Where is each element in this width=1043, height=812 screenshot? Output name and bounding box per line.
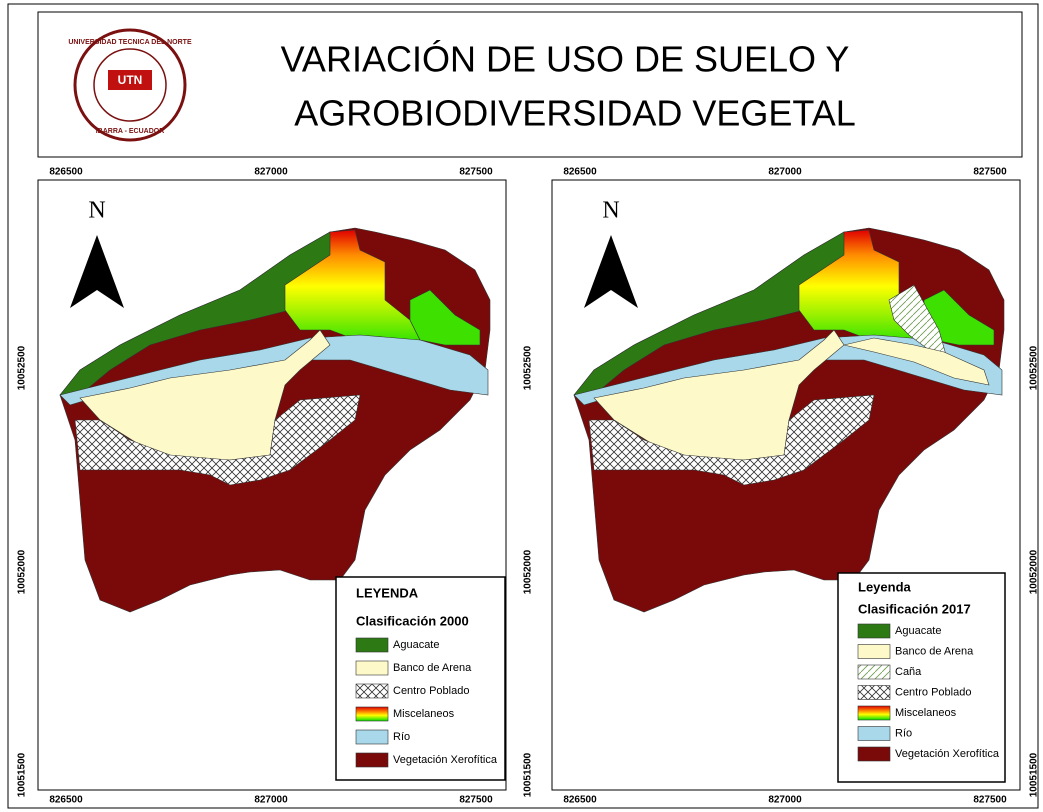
legend-label: Centro Poblado <box>393 685 469 697</box>
x-coord-label: 826500 <box>563 167 597 178</box>
y-coord-label: 10052500 <box>17 345 28 390</box>
x-coord-label: 827500 <box>973 167 1007 178</box>
legend-swatch <box>355 729 389 745</box>
legend-label: Vegetación Xerofítica <box>895 748 1000 760</box>
y-coord-label: 10051500 <box>523 752 534 797</box>
legend-label: Miscelaneos <box>393 708 455 720</box>
legend-swatch <box>355 683 389 699</box>
legend-label: Aguacate <box>393 639 439 651</box>
legend-label: Río <box>393 731 410 743</box>
y-coord-label: 10052500 <box>523 345 534 390</box>
legend-swatch <box>857 664 891 680</box>
legend-box <box>335 576 506 781</box>
x-coord-label: 827000 <box>254 167 288 178</box>
north-arrow <box>70 235 124 308</box>
legend-swatch <box>355 660 389 676</box>
legend-label: Aguacate <box>895 625 941 637</box>
logo-shield <box>108 70 152 90</box>
y-coord-label: 10052000 <box>523 549 534 594</box>
header: UTN UNIVERSIDAD TECNICA DEL NORTE IBARRA… <box>37 11 1023 158</box>
x-coord-label: 826500 <box>49 167 83 178</box>
map-panel: N 826500 826500 827000 827000 827500 827500 100… <box>551 167 1040 806</box>
y-coord-label: 10051500 <box>17 752 28 797</box>
y-coord-label: 10052000 <box>1029 549 1040 594</box>
legend-label: Miscelaneos <box>895 707 957 719</box>
y-coord-label: 10052000 <box>17 549 28 594</box>
x-coord-label: 827000 <box>254 795 288 806</box>
legend-swatch <box>355 752 389 768</box>
map-panel: N 826500 826500 827000 827000 827500 827500 100… <box>17 167 534 806</box>
legend-swatch <box>355 637 389 653</box>
x-coord-label: 826500 <box>563 795 597 806</box>
x-coord-label: 827500 <box>459 795 493 806</box>
legend-label: Banco de Arena <box>895 645 974 657</box>
north-label: N <box>88 198 105 224</box>
x-coord-label: 827000 <box>768 167 802 178</box>
y-coord-label: 10052500 <box>1029 345 1040 390</box>
legend-title: LEYENDA <box>356 585 419 600</box>
legend-swatch <box>857 685 891 700</box>
legend-label: Banco de Arena <box>393 662 472 674</box>
x-coord-label: 827500 <box>459 167 493 178</box>
legend-label: Caña <box>895 666 922 678</box>
legend-subtitle: Clasificación 2017 <box>858 601 971 616</box>
title-line: VARIACIÓN DE USO DE SUELO Y <box>281 39 850 80</box>
legend-swatch <box>857 623 891 639</box>
legend-label: Río <box>895 727 912 739</box>
legend-label: Centro Poblado <box>895 686 971 698</box>
x-coord-label: 827000 <box>768 795 802 806</box>
page-border <box>7 3 1039 809</box>
y-coord-label: 10051500 <box>1029 752 1040 797</box>
north-label: N <box>602 198 619 224</box>
legend-title: Leyenda <box>858 579 912 594</box>
sand-islands <box>843 337 990 386</box>
legend-subtitle: Clasificación 2000 <box>356 613 469 628</box>
header-box <box>37 11 1023 158</box>
north-arrow <box>584 235 638 308</box>
logo-initials: UTN <box>118 73 143 87</box>
legend-swatch <box>857 644 891 659</box>
logo-text: IBARRA - ECUADOR <box>96 128 165 135</box>
legend-label: Vegetación Xerofítica <box>393 754 498 766</box>
map-land <box>573 227 1005 613</box>
legend-swatch <box>355 706 389 722</box>
legend-swatch <box>857 746 891 762</box>
logo-text: UNIVERSIDAD TECNICA DEL NORTE <box>68 39 192 46</box>
legend-swatch <box>857 705 891 721</box>
x-coord-label: 826500 <box>49 795 83 806</box>
title-line: AGROBIODIVERSIDAD VEGETAL <box>294 93 855 134</box>
x-coord-label: 827500 <box>973 795 1007 806</box>
legend-swatch <box>857 726 891 741</box>
